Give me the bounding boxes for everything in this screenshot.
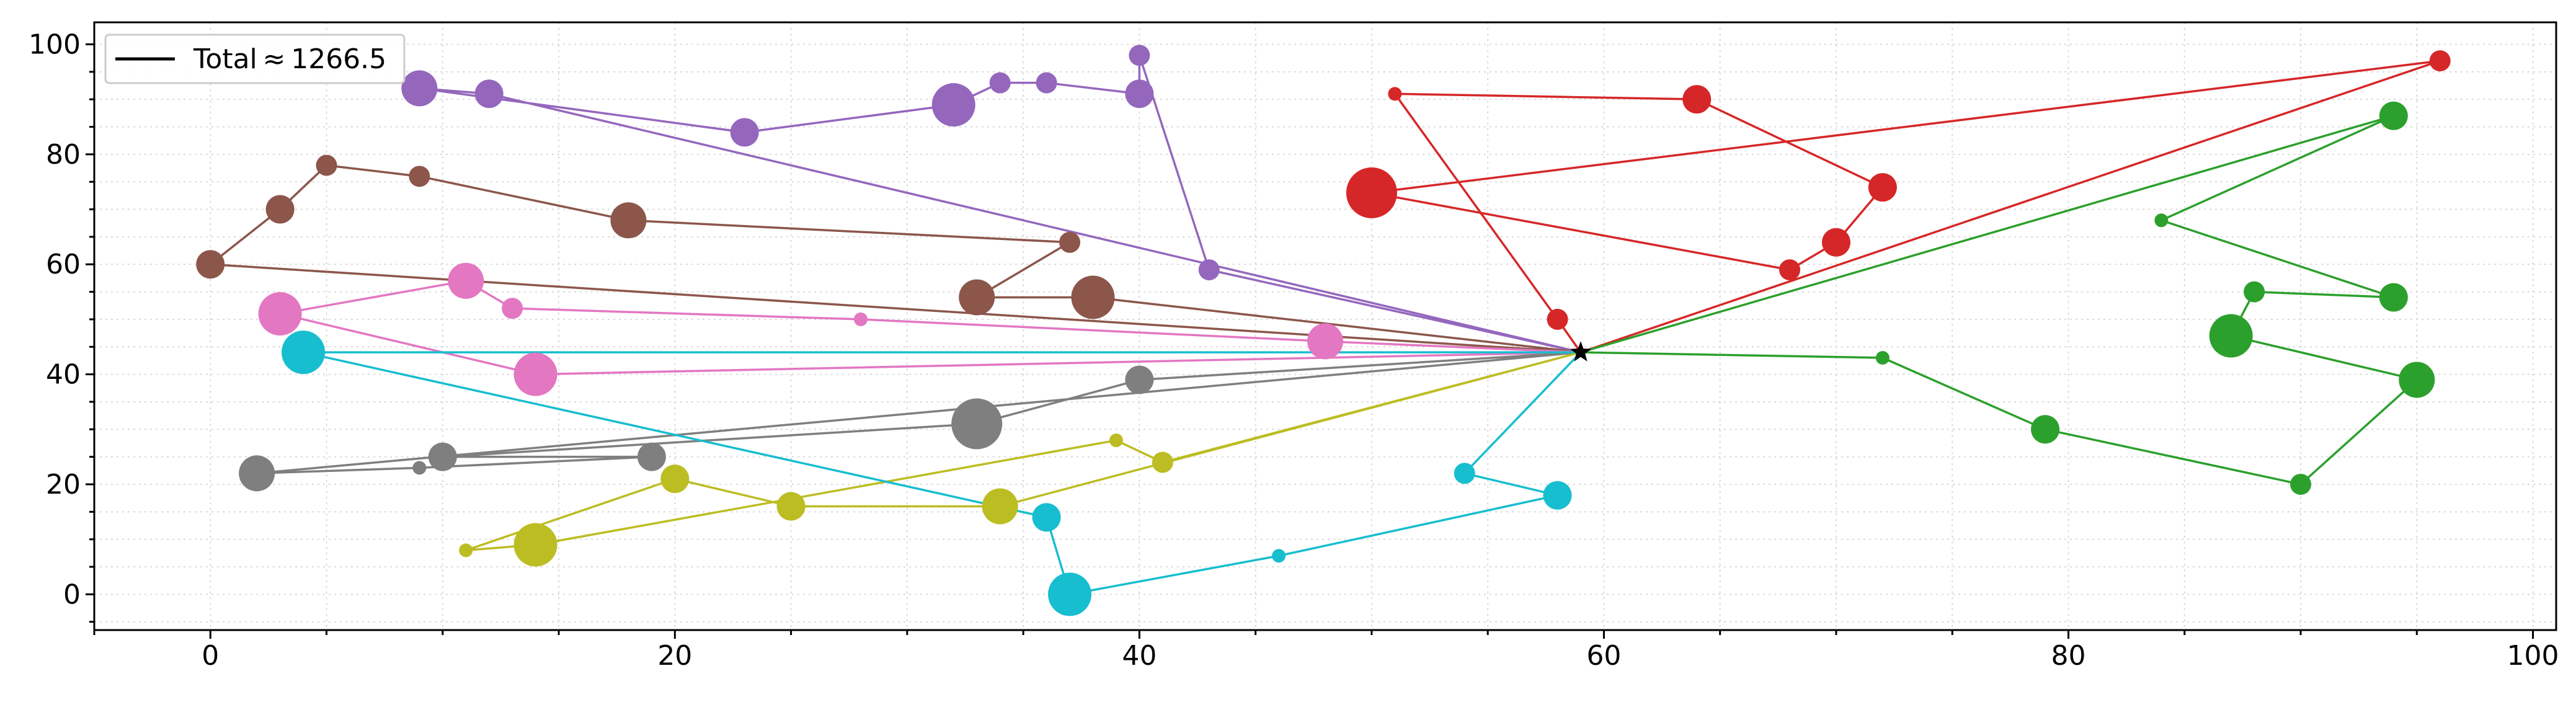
customer-point xyxy=(2209,314,2253,358)
customer-point xyxy=(2154,213,2169,228)
customer-point xyxy=(459,543,473,558)
x-tick-label: 80 xyxy=(2051,640,2085,672)
legend-label: Total ≈ 1266.5 xyxy=(193,43,386,75)
customer-point xyxy=(513,523,557,567)
customer-point xyxy=(2399,362,2435,398)
legend: Total ≈ 1266.5 xyxy=(104,33,406,84)
customer-point xyxy=(1048,572,1092,616)
customer-point xyxy=(1543,481,1572,510)
x-tick-label: 100 xyxy=(2507,640,2559,672)
customer-point xyxy=(1821,228,1850,257)
legend-box xyxy=(104,33,406,84)
x-tick-label: 40 xyxy=(1122,640,1157,672)
customer-point xyxy=(1129,45,1150,66)
depot-star xyxy=(1570,341,1592,362)
customer-point xyxy=(982,488,1018,525)
customer-point xyxy=(2244,281,2265,303)
x-tick-label: 20 xyxy=(657,640,692,672)
customer-point xyxy=(1059,231,1081,253)
x-tick-label: 0 xyxy=(202,640,219,672)
customer-point xyxy=(1125,365,1154,394)
route-line-5 xyxy=(278,280,1581,376)
axis-layer: 0 20 40 60 80 100 0 20 40 60 80 100 xyxy=(29,29,2559,672)
customer-point xyxy=(959,279,995,316)
customer-point xyxy=(660,464,690,494)
markers-layer xyxy=(196,45,2451,616)
customer-point xyxy=(409,166,430,187)
customer-point xyxy=(776,492,806,521)
customer-point xyxy=(1779,259,1801,281)
customer-point xyxy=(282,331,326,375)
customer-point xyxy=(265,195,295,224)
customer-point xyxy=(730,118,759,147)
x-tick-label: 60 xyxy=(1586,640,1621,672)
y-tick-label: 80 xyxy=(46,139,81,171)
customer-point xyxy=(2379,101,2408,130)
customer-point xyxy=(513,352,557,396)
customer-point xyxy=(428,442,457,471)
customer-point xyxy=(931,83,975,127)
customer-point xyxy=(1454,463,1475,484)
customer-point xyxy=(1875,350,1890,365)
customer-point xyxy=(448,262,484,299)
route-line-8 xyxy=(302,351,1582,596)
customer-point xyxy=(989,72,1011,94)
customer-point xyxy=(1868,173,1897,202)
customer-point xyxy=(853,312,868,326)
y-tick-label: 40 xyxy=(46,359,81,391)
customer-point xyxy=(412,461,427,475)
customer-point xyxy=(1125,79,1154,109)
customer-point xyxy=(1198,259,1220,281)
customer-point xyxy=(1071,275,1115,319)
customer-point xyxy=(1547,308,1568,330)
customer-point xyxy=(2031,415,2060,444)
customer-point xyxy=(951,398,1003,450)
customer-point xyxy=(1682,85,1712,114)
y-tick-label: 20 xyxy=(46,469,81,500)
customer-point xyxy=(239,455,275,492)
customer-point xyxy=(637,442,666,471)
customer-point xyxy=(401,70,438,107)
customer-point xyxy=(1032,503,1061,532)
route-line-1 xyxy=(1370,60,2441,353)
customer-point xyxy=(1388,87,1402,101)
depot-layer xyxy=(1570,341,1592,362)
customer-point xyxy=(474,79,504,109)
customer-point xyxy=(1152,451,1173,473)
route-line-6 xyxy=(255,351,1581,474)
customer-point xyxy=(2429,50,2451,72)
customer-point xyxy=(1036,72,1057,94)
customer-point xyxy=(1272,549,1286,563)
customer-point xyxy=(1346,167,1397,218)
customer-point xyxy=(316,154,337,176)
y-tick-label: 100 xyxy=(29,29,81,60)
y-tick-label: 60 xyxy=(46,249,81,280)
customer-point xyxy=(502,298,523,319)
customer-point xyxy=(2290,473,2312,495)
grid-layer xyxy=(94,22,2556,630)
customer-point xyxy=(196,250,225,279)
route-line-4 xyxy=(209,164,1581,353)
y-tick-label: 0 xyxy=(63,579,81,610)
customer-point xyxy=(610,202,647,239)
customer-point xyxy=(2379,283,2408,312)
plot-frame xyxy=(93,21,2557,631)
customer-point xyxy=(258,292,302,336)
customer-point xyxy=(1109,433,1123,448)
customer-point xyxy=(1307,323,1343,360)
